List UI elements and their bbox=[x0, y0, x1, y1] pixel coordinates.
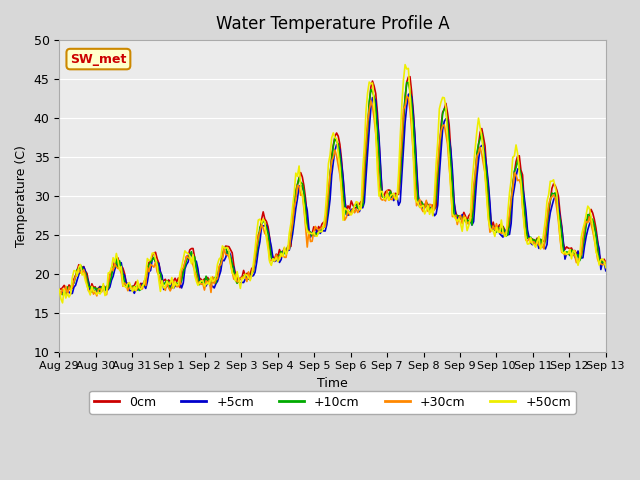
+30cm bbox=[178, 266, 186, 272]
+30cm bbox=[56, 287, 63, 293]
0cm bbox=[512, 159, 520, 165]
+5cm bbox=[504, 232, 512, 238]
0cm bbox=[62, 287, 70, 292]
0cm bbox=[602, 260, 609, 265]
+30cm bbox=[62, 283, 70, 289]
0cm bbox=[506, 224, 513, 229]
+50cm bbox=[63, 290, 71, 296]
Legend: 0cm, +5cm, +10cm, +30cm, +50cm: 0cm, +5cm, +10cm, +30cm, +50cm bbox=[89, 391, 576, 414]
+50cm bbox=[602, 264, 609, 270]
+30cm bbox=[512, 172, 520, 178]
+50cm bbox=[220, 245, 228, 251]
+50cm bbox=[401, 62, 409, 68]
+10cm bbox=[506, 217, 513, 223]
0cm bbox=[56, 285, 63, 291]
Line: +5cm: +5cm bbox=[60, 93, 605, 295]
+50cm bbox=[364, 90, 371, 96]
+30cm bbox=[506, 210, 513, 216]
+50cm bbox=[506, 190, 513, 196]
+30cm bbox=[403, 93, 411, 99]
0cm bbox=[86, 288, 94, 293]
+10cm bbox=[63, 284, 71, 290]
+30cm bbox=[93, 293, 100, 299]
+5cm bbox=[406, 90, 414, 96]
Line: +30cm: +30cm bbox=[60, 96, 605, 296]
Y-axis label: Temperature (C): Temperature (C) bbox=[15, 145, 28, 247]
+5cm bbox=[56, 292, 63, 298]
Line: 0cm: 0cm bbox=[60, 77, 605, 290]
0cm bbox=[178, 275, 186, 281]
0cm bbox=[220, 247, 228, 252]
+10cm bbox=[602, 260, 609, 266]
+30cm bbox=[602, 259, 609, 265]
+10cm bbox=[404, 80, 412, 85]
Line: +50cm: +50cm bbox=[60, 65, 605, 303]
+10cm bbox=[512, 165, 520, 170]
0cm bbox=[406, 74, 414, 80]
+50cm bbox=[178, 264, 186, 270]
+5cm bbox=[602, 268, 609, 274]
+5cm bbox=[62, 292, 70, 298]
+5cm bbox=[219, 257, 227, 263]
+10cm bbox=[220, 246, 228, 252]
+5cm bbox=[176, 281, 184, 287]
+10cm bbox=[59, 292, 67, 298]
+5cm bbox=[511, 185, 518, 191]
0cm bbox=[364, 129, 371, 134]
Line: +10cm: +10cm bbox=[60, 83, 605, 295]
Text: SW_met: SW_met bbox=[70, 53, 127, 66]
X-axis label: Time: Time bbox=[317, 377, 348, 390]
+50cm bbox=[56, 287, 63, 292]
+10cm bbox=[178, 277, 186, 283]
+50cm bbox=[59, 300, 67, 306]
+10cm bbox=[56, 289, 63, 295]
+5cm bbox=[362, 175, 370, 180]
+30cm bbox=[364, 119, 371, 124]
+30cm bbox=[220, 245, 228, 251]
+50cm bbox=[512, 142, 520, 148]
+10cm bbox=[364, 125, 371, 131]
Title: Water Temperature Profile A: Water Temperature Profile A bbox=[216, 15, 449, 33]
